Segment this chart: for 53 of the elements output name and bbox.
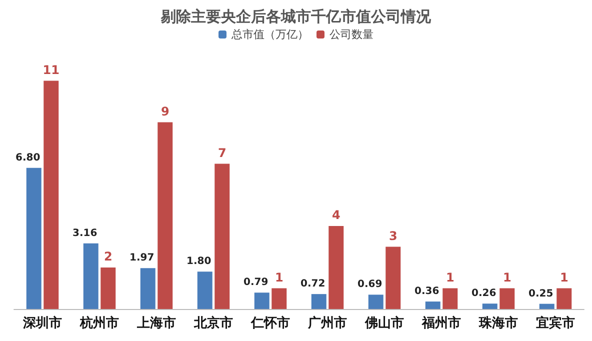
data-label: 3 (388, 228, 398, 243)
bar (425, 302, 440, 309)
x-tick-label: 珠海市 (478, 315, 518, 331)
bar (26, 168, 42, 309)
bar (442, 288, 458, 309)
data-label: 0.25 (528, 288, 554, 300)
data-label: 1 (560, 270, 568, 284)
bar (500, 288, 515, 309)
bar (158, 122, 173, 309)
chart-title: 剔除主要央企后各城市千亿市值公司情况 (160, 8, 432, 26)
bar (140, 268, 156, 309)
legend-label: 总市值（万亿） (230, 28, 308, 41)
x-tick-label: 深圳市 (22, 315, 62, 331)
x-tick-label: 广州市 (307, 315, 347, 331)
bar (83, 243, 98, 309)
x-tick-label: 上海市 (136, 315, 176, 331)
data-label: 9 (160, 104, 170, 118)
x-tick-label: 仁怀市 (250, 315, 290, 331)
data-label: 0.36 (414, 286, 440, 298)
bar (100, 268, 116, 309)
bar (328, 226, 344, 309)
data-label: 1 (274, 270, 284, 284)
bar (539, 304, 554, 309)
bar (197, 272, 212, 309)
bar (368, 294, 384, 309)
bar (386, 246, 401, 309)
bar (254, 292, 270, 309)
data-label: 3.16 (72, 228, 98, 239)
x-tick-label: 杭州市 (79, 315, 119, 331)
data-label: 1.80 (186, 256, 212, 268)
data-label: 1 (502, 270, 512, 284)
bar (272, 288, 287, 309)
bar (556, 288, 572, 309)
x-tick-label: 北京市 (193, 315, 233, 331)
data-label: 0.26 (472, 288, 496, 300)
bar (311, 294, 326, 309)
x-tick-label: 佛山市 (364, 315, 404, 331)
data-label: 1 (446, 270, 454, 284)
data-label: 11 (42, 62, 60, 77)
data-label: 1.97 (130, 252, 154, 264)
data-label: 0.72 (300, 278, 326, 290)
data-label: 4 (332, 208, 340, 222)
x-tick-label: 宜宾市 (536, 315, 575, 331)
x-tick-label: 福州市 (421, 315, 461, 331)
data-label: 0.69 (358, 279, 382, 290)
bar (482, 304, 498, 309)
data-label: 7 (218, 146, 226, 160)
legend-label: 公司数量 (330, 28, 374, 41)
data-label: 6.80 (16, 152, 40, 164)
bar (214, 164, 230, 309)
bar (44, 80, 59, 309)
data-label: 0.79 (244, 277, 268, 288)
data-label: 2 (104, 250, 112, 264)
